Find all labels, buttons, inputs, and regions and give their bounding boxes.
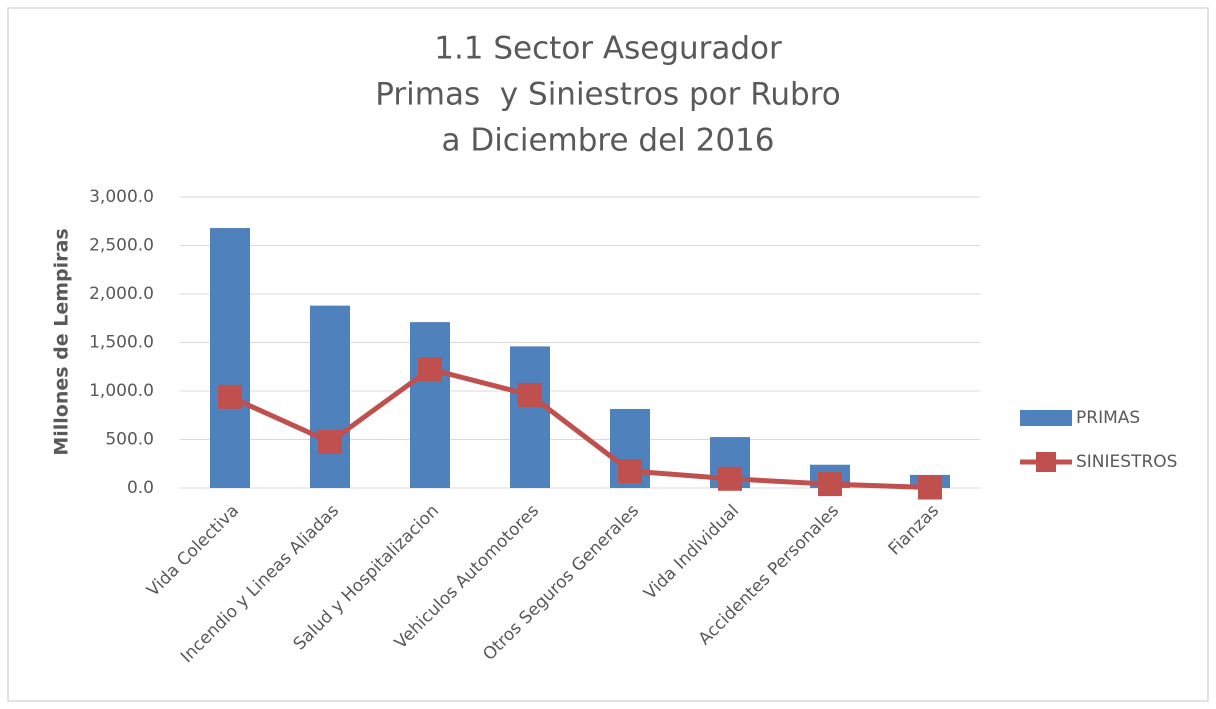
marker	[818, 472, 842, 497]
legend-swatch	[1020, 410, 1072, 426]
y-tick-label: 2,500.0	[89, 236, 154, 256]
marker	[218, 384, 242, 409]
marker	[918, 475, 942, 500]
line	[228, 366, 931, 491]
legend-swatch	[1036, 452, 1056, 472]
chart-title: Primas y Siniestros por Rubro	[375, 77, 840, 113]
y-tick-label: 500.0	[105, 430, 154, 450]
bar	[210, 228, 250, 489]
marker	[518, 382, 542, 407]
y-tick-label: 1,000.0	[89, 381, 154, 401]
y-tick-label: 1,500.0	[89, 333, 154, 353]
marker	[418, 357, 442, 382]
marker	[718, 466, 742, 491]
bar	[510, 346, 550, 488]
chart-title: 1.1 Sector Asegurador	[434, 31, 782, 67]
legend-label: PRIMAS	[1076, 408, 1140, 428]
y-tick-label: 2,000.0	[89, 284, 154, 304]
marker	[618, 459, 642, 484]
y-tick-label: 3,000.0	[89, 187, 154, 207]
chart-title: a Diciembre del 2016	[441, 123, 774, 159]
legend-label: SINIESTROS	[1076, 452, 1177, 472]
y-tick-label: 0.0	[127, 478, 154, 498]
y-axis-label: Millones de Lempiras	[51, 228, 73, 455]
bar	[410, 322, 450, 488]
bar	[310, 305, 350, 488]
chart-frame	[7, 7, 1209, 702]
marker	[318, 429, 342, 454]
